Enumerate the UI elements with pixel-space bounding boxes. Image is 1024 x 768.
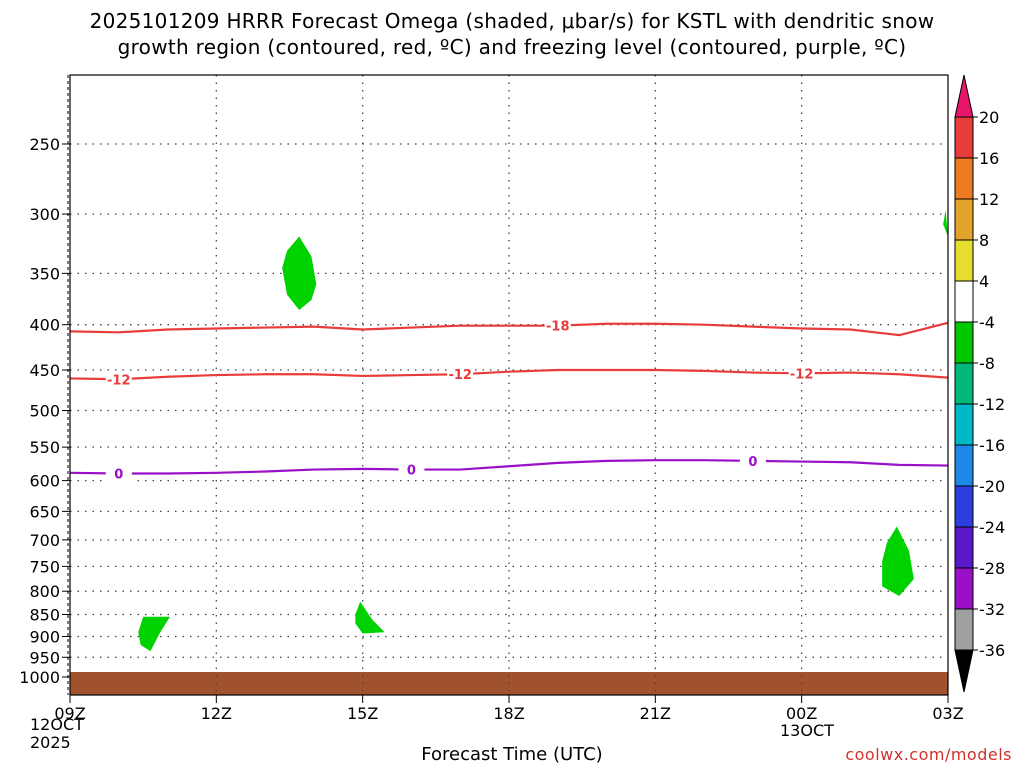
colorbar-label: 4 [979,272,989,291]
x-axis-label: Forecast Time (UTC) [421,744,603,765]
contour-red-minus18-label: -18 [546,320,570,335]
colorbar-segment [954,362,974,405]
x-tick-label: 18Z [493,704,524,723]
next-date-label: 13OCT [780,721,834,740]
contour-red-minus12-label: -12 [107,373,131,388]
omega-region [138,616,170,652]
title-line-1: 2025101209 HRRR Forecast Omega (shaded, … [89,9,935,33]
colorbar-label: -20 [979,477,1005,496]
colorbar-label: 20 [979,108,999,127]
y-tick-label: 550 [29,438,60,457]
y-tick-label: 1000 [19,668,60,687]
start-date-label: 12OCT 2025 [30,716,84,752]
chart-title: 2025101209 HRRR Forecast Omega (shaded, … [0,8,1024,60]
contour-label-bg [447,366,474,383]
colorbar-label: -12 [979,395,1005,414]
colorbar-label: -28 [979,559,1005,578]
colorbar-segment [954,239,974,282]
colorbar-segment [954,280,974,323]
colorbar-segment [954,485,974,528]
start-date-year: 2025 [30,733,71,752]
contour-label-bg [398,461,425,478]
colorbar-top-arrow [954,74,974,118]
y-tick-label: 400 [29,316,60,335]
omega-region [943,210,948,237]
start-date-day: 12OCT [30,715,84,734]
colorbar-bottom-arrow [954,649,974,693]
colorbar-segment [954,608,974,651]
plot-frame [69,74,949,696]
x-tick-label: 00Z [786,704,817,723]
y-tick-label: 600 [29,472,60,491]
y-tick-label: 950 [29,648,60,667]
y-tick-label: 500 [29,402,60,421]
contour-purple-0-label: 0 [114,467,123,482]
colorbar-label: -4 [979,313,995,332]
colorbar-segment [954,567,974,610]
colorbar-label: -32 [979,600,1005,619]
x-tick-label: 09Z [54,704,85,723]
colorbar-segment [954,444,974,487]
y-tick-label: 700 [29,531,60,550]
y-tick-label: 750 [29,557,60,576]
y-tick-label: 800 [29,582,60,601]
contour-label-bg [544,317,571,334]
colorbar-label: 12 [979,190,999,209]
title-line-2: growth region (contoured, red, ºC) and f… [117,35,907,59]
contour-purple-0 [69,459,949,475]
colorbar-segment [954,198,974,241]
y-tick-label: 300 [29,205,60,224]
colorbar-segment [954,116,974,159]
x-tick-label: 03Z [932,704,963,723]
x-tick-label: 21Z [640,704,671,723]
contour-red-minus12 [69,368,949,381]
contour-red-minus12-label: -12 [448,368,472,383]
y-tick-label: 650 [29,502,60,521]
y-tick-label: 250 [29,135,60,154]
colorbar-label: 16 [979,149,999,168]
contour-label-bg [788,365,815,382]
contour-red-minus12-label: -12 [790,367,814,382]
colorbar-segment [954,403,974,446]
credit-link[interactable]: coolwx.com/models [845,745,1012,764]
contour-label-bg [739,452,766,469]
colorbar-label: -24 [979,518,1005,537]
y-tick-label: 350 [29,264,60,283]
colorbar-label: -16 [979,436,1005,455]
colorbar-segment [954,157,974,200]
contour-red-minus18 [69,321,949,337]
colorbar-label: 8 [979,231,989,250]
colorbar-segment [954,526,974,569]
omega-region [882,526,914,596]
contour-label-bg [105,465,132,482]
x-tick-label: 12Z [201,704,232,723]
colorbar-label: -36 [979,641,1005,660]
y-tick-label: 900 [29,627,60,646]
colorbar-label: -8 [979,354,995,373]
contour-label-bg [105,371,132,388]
contour-purple-0-label: 0 [748,455,757,470]
contour-purple-0-label: 0 [407,464,416,479]
y-tick-label: 450 [29,361,60,380]
x-tick-label: 15Z [347,704,378,723]
omega-region [355,601,385,634]
y-tick-label: 850 [29,606,60,625]
omega-region [282,236,317,311]
colorbar-segment [954,321,974,364]
